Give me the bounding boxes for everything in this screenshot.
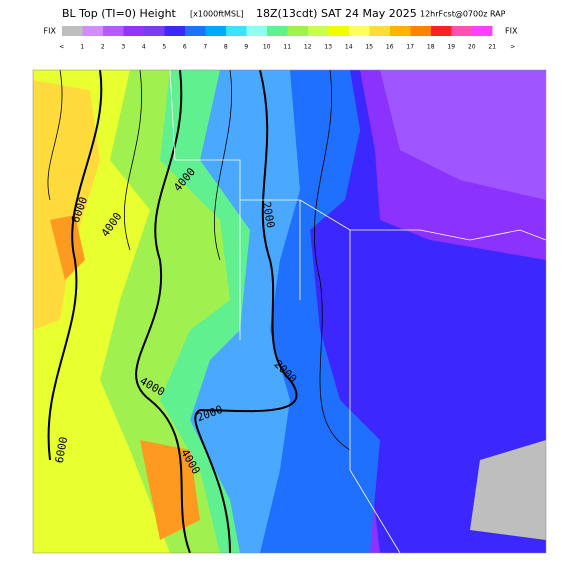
- units: [x1000ftMSL]: [190, 10, 244, 19]
- colorbar-label: 20: [468, 44, 476, 51]
- colorbar-label: 9: [244, 44, 248, 51]
- colorbar-label: 12: [304, 44, 312, 51]
- colorbar-swatch: [349, 26, 370, 36]
- region: [33, 80, 100, 330]
- colorbar-label: 21: [488, 44, 496, 51]
- contour-label: 2000: [260, 201, 277, 229]
- region: [380, 70, 546, 200]
- colorbar-label: 14: [345, 44, 353, 51]
- colorbar-label: 16: [386, 44, 394, 51]
- colorbar-swatch: [226, 26, 247, 36]
- colorbar-swatch: [205, 26, 226, 36]
- colorbar-swatch: [369, 26, 390, 36]
- colorbar-swatch: [431, 26, 452, 36]
- colorbar-label: 6: [183, 44, 187, 51]
- colorbar-swatch: [246, 26, 267, 36]
- colorbar-left: FIX: [44, 27, 57, 36]
- colorbar-swatch: [451, 26, 472, 36]
- colorbar-swatch: [267, 26, 288, 36]
- colorbar-label: 15: [365, 44, 373, 51]
- colorbar-label: 10: [263, 44, 271, 51]
- colorbar-label: 18: [427, 44, 435, 51]
- colorbar-label: 19: [447, 44, 455, 51]
- colorbar-swatch: [287, 26, 308, 36]
- border: [169, 70, 546, 553]
- colorbar-swatch: [103, 26, 124, 36]
- colorbar-swatch: [164, 26, 185, 36]
- colorbar-label: 5: [162, 44, 166, 51]
- colorbar-swatch: [82, 26, 103, 36]
- contour-label: 6000: [53, 436, 70, 464]
- colorbar-label: 4: [142, 44, 146, 51]
- colorbar-right: FIX: [505, 27, 518, 36]
- forecast: 12hrFcst@0700z RAP: [420, 10, 506, 19]
- colorbar-label: 3: [121, 44, 125, 51]
- map-frame: [32, 69, 547, 554]
- colorbar-swatch: [472, 26, 493, 36]
- colorbar-label: 7: [203, 44, 207, 51]
- contour: [47, 70, 298, 553]
- colorbar-swatch: [123, 26, 144, 36]
- region: [50, 215, 200, 540]
- valid-time: 18Z(13cdt) SAT 24 May 2025: [256, 7, 417, 20]
- colorbar-swatch: [308, 26, 329, 36]
- colorbar-label: 8: [224, 44, 228, 51]
- colorbar-label: 2: [101, 44, 105, 51]
- colorbar-label: 1: [80, 44, 84, 51]
- colorbar-label: 11: [283, 44, 291, 51]
- title: BL Top (TI=0) Height: [62, 7, 177, 20]
- colorbar-swatch: [390, 26, 411, 36]
- colorbar-swatch: [62, 26, 83, 36]
- colorbar-swatch: [410, 26, 431, 36]
- colorbar-swatch: [185, 26, 206, 36]
- colorbar-swatch: [144, 26, 165, 36]
- colorbar: <1 2 3 4 5 6 7 8 9 10 11 12 13 14 15 16 17 18 19 20 21 >: [59, 26, 515, 51]
- colorbar-label: >: [510, 44, 515, 51]
- colorbar-label: 13: [324, 44, 332, 51]
- colorbar-swatch: [328, 26, 349, 36]
- colorbar-label: <: [59, 44, 64, 51]
- contour: [47, 70, 351, 451]
- colorbar-label: 17: [406, 44, 414, 51]
